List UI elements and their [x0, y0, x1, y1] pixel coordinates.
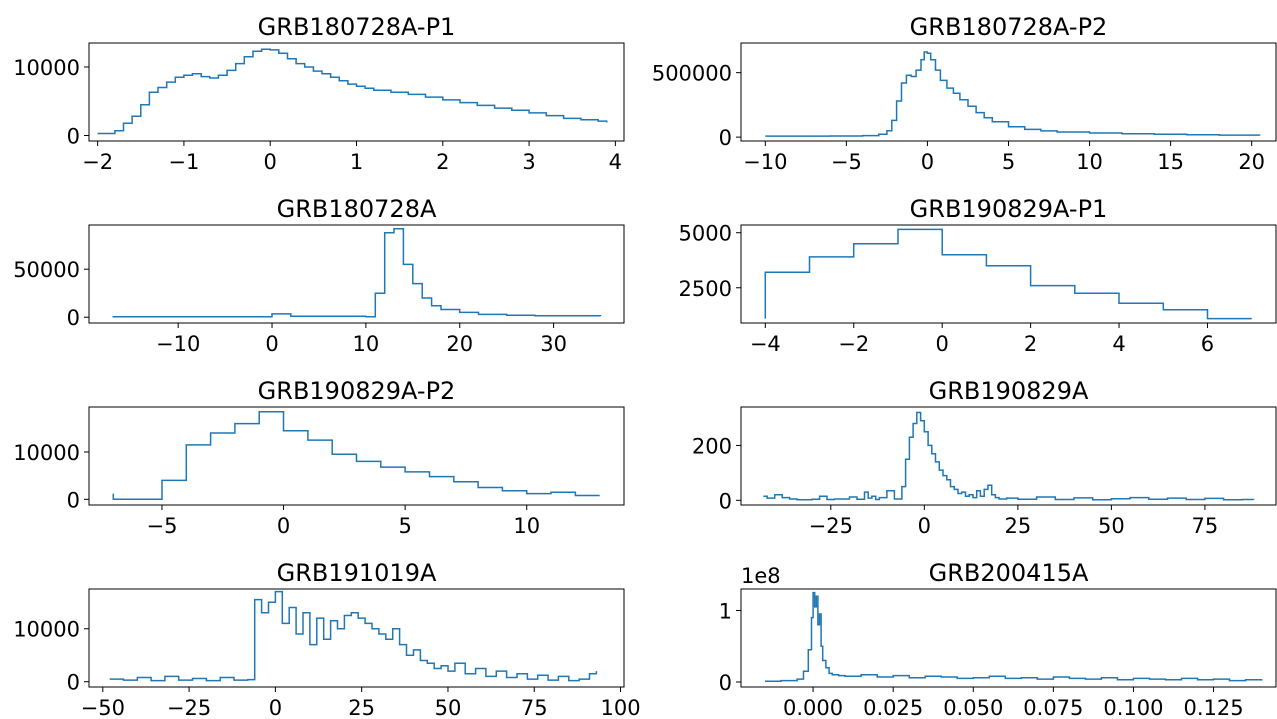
x-tick-label: 4: [1112, 332, 1125, 356]
subplot-title: GRB180728A-P1: [258, 13, 456, 41]
series-line: [109, 590, 598, 682]
x-tick-label: 25: [1004, 514, 1031, 538]
subplot-title: GRB200415A: [929, 559, 1089, 587]
x-tick-label: −50: [81, 696, 125, 719]
subplot-3: GRB190829A-P1 −4 −2 0 2 4 6 2500 5000: [679, 195, 1277, 356]
y-tick-label: 200: [692, 434, 732, 458]
x-tick-label: 2: [436, 150, 449, 174]
subplot-title: GRB190829A-P2: [258, 377, 456, 405]
x-tick-label: 0.075: [1023, 696, 1083, 719]
x-tick-label: 30: [540, 332, 567, 356]
subplot-title: GRB180728A-P2: [910, 13, 1108, 41]
y-tick-label: 2500: [679, 277, 732, 301]
series-line: [112, 228, 602, 318]
y-tick-label: 500000: [652, 62, 732, 86]
axes-frame: [740, 588, 1277, 688]
x-tick-label: 0: [918, 514, 931, 538]
x-tick-label: 0.025: [863, 696, 923, 719]
x-tick-label: 5: [398, 514, 411, 538]
axes-frame: [740, 406, 1277, 506]
x-tick-label: 6: [1201, 332, 1214, 356]
x-tick-label: −2: [82, 150, 113, 174]
axes-frame: [740, 224, 1277, 324]
axes-frame: [88, 42, 625, 142]
x-tick-label: 10: [1076, 150, 1103, 174]
series-line: [765, 591, 1263, 683]
x-tick-label: 10: [353, 332, 380, 356]
x-tick-label: 1: [350, 150, 363, 174]
x-tick-label: 0: [935, 332, 948, 356]
x-tick-label: 5: [1002, 150, 1015, 174]
y-tick-label: 0: [67, 306, 80, 330]
x-tick-label: 100: [601, 696, 641, 719]
y-offset-label: 1e8: [741, 564, 781, 588]
x-tick-label: 2: [1024, 332, 1037, 356]
subplot-title: GRB190829A-P1: [910, 195, 1108, 223]
y-tick-label: 10000: [13, 441, 80, 465]
x-tick-label: 25: [348, 696, 375, 719]
y-tick-label: 5000: [679, 222, 732, 246]
y-tick-label: 0: [67, 671, 80, 695]
x-tick-label: 20: [446, 332, 473, 356]
y-tick-label: 0: [719, 489, 732, 513]
series-line: [112, 410, 600, 501]
axes-frame: [88, 406, 625, 506]
series-line: [765, 51, 1261, 137]
x-tick-label: 15: [1157, 150, 1184, 174]
y-tick-label: 50000: [13, 258, 80, 282]
x-tick-label: −25: [167, 696, 211, 719]
x-tick-label: 0: [265, 332, 278, 356]
x-tick-label: 75: [521, 696, 548, 719]
x-tick-label: 50: [1098, 514, 1125, 538]
series-line: [97, 48, 608, 135]
x-tick-label: 0.100: [1103, 696, 1163, 719]
subplot-title: GRB191019A: [277, 559, 437, 587]
subplot-2: GRB180728A −10 0 10 20 30 0 50000: [13, 195, 625, 356]
x-tick-label: −2: [838, 332, 869, 356]
x-tick-label: −25: [809, 514, 853, 538]
x-tick-label: 0.050: [943, 696, 1003, 719]
subplot-6: GRB191019A −50 −25 0 25 50 75 100 0 10000: [13, 559, 640, 719]
x-tick-label: 10: [513, 514, 540, 538]
x-tick-label: 0: [264, 150, 277, 174]
subplot-4: GRB190829A-P2 −5 0 5 10 0 10000: [13, 377, 625, 538]
y-tick-label: 0: [67, 125, 80, 149]
x-tick-label: 0.000: [783, 696, 843, 719]
series-line: [763, 411, 1255, 501]
subplot-title: GRB180728A: [277, 195, 437, 223]
x-tick-label: 4: [609, 150, 622, 174]
x-tick-label: 20: [1238, 150, 1265, 174]
x-tick-label: 50: [435, 696, 462, 719]
y-tick-label: 0: [719, 126, 732, 150]
x-tick-label: 0.125: [1183, 696, 1243, 719]
y-tick-label: 0: [719, 671, 732, 695]
axes-frame: [88, 588, 625, 688]
x-tick-label: −1: [168, 150, 199, 174]
y-tick-label: 10000: [13, 56, 80, 80]
x-tick-label: 0: [921, 150, 934, 174]
x-tick-label: −5: [831, 150, 862, 174]
x-tick-label: −10: [743, 150, 787, 174]
subplot-5: GRB190829A −25 0 25 50 75 0 200: [692, 377, 1277, 538]
subplot-0: GRB180728A-P1 −2 −1 0 1 2 3 4 0 10000: [13, 13, 625, 174]
x-tick-label: 0: [269, 696, 282, 719]
axes-frame: [88, 224, 625, 324]
x-tick-label: −4: [750, 332, 781, 356]
y-tick-label: 10000: [13, 618, 80, 642]
y-tick-label: 1: [719, 599, 732, 623]
x-tick-label: 3: [522, 150, 535, 174]
x-tick-label: 0: [277, 514, 290, 538]
subplot-7: GRB200415A 0.000 0.025 0.050 0.075 0.100 0.125…: [719, 559, 1277, 719]
subplot-title: GRB190829A: [929, 377, 1089, 405]
x-tick-label: −10: [156, 332, 200, 356]
series-line: [764, 228, 1252, 320]
x-tick-label: 75: [1192, 514, 1219, 538]
y-tick-label: 0: [67, 488, 80, 512]
x-tick-label: −5: [146, 514, 177, 538]
subplot-1: GRB180728A-P2 −10 −5 0 5 10 15 20 0 500000: [652, 13, 1277, 174]
